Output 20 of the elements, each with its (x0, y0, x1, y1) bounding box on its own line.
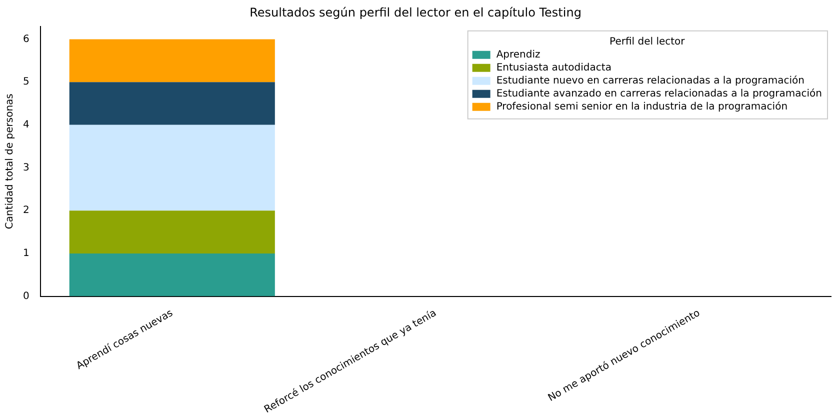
y-tick-label: 4 (22, 120, 30, 131)
y-axis-title: Cantidad total de personas (4, 94, 16, 230)
chart-title: Resultados según perfil del lector en el capítulo Testing (250, 5, 582, 20)
bar (69, 210, 275, 254)
legend-title: Perfil del lector (610, 36, 686, 48)
legend-label: Estudiante avanzado en carreras relacionadas a la programación (496, 88, 822, 100)
bar (69, 39, 275, 82)
bar (69, 253, 275, 296)
legend-label: Entusiasta autodidacta (496, 62, 612, 74)
y-tick-label: 2 (22, 205, 30, 216)
bar (69, 124, 275, 211)
bar (69, 82, 275, 125)
legend-label: Aprendiz (496, 49, 540, 60)
y-tick-label: 1 (22, 248, 30, 260)
y-tick-label: 3 (22, 162, 30, 174)
y-tick-label: 5 (22, 76, 30, 88)
y-tick-label: 6 (22, 34, 30, 45)
legend-label: Profesional semi senior en la industria de la programación (496, 101, 788, 112)
legend-label: Estudiante nuevo en carreras relacionadas a la programación (496, 75, 805, 86)
y-tick-label: 0 (22, 290, 30, 302)
